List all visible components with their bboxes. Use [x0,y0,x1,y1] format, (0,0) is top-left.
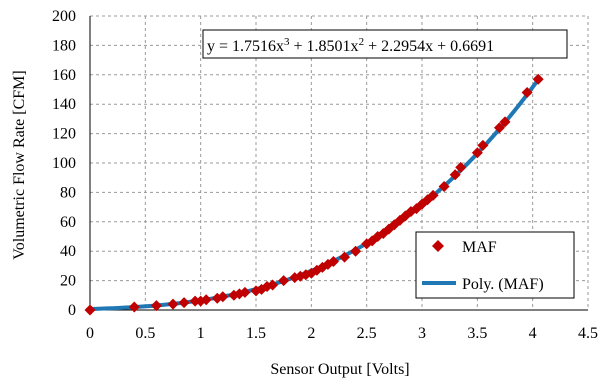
x-tick-label: 2 [307,325,315,342]
x-axis-label: Sensor Output [Volts] [270,361,409,378]
data-point-maf [449,169,461,181]
y-tick-labels: 0 20 40 60 80 100 120 140 160 180 200 [52,8,76,319]
y-tick-label: 160 [52,67,76,84]
data-point-maf [455,161,467,173]
data-point-maf [477,139,489,151]
x-tick-label: 0 [86,325,94,342]
data-point-maf [267,279,279,291]
y-tick-label: 0 [68,302,76,319]
data-point-maf [167,298,179,310]
x-tick-label: 3 [418,325,426,342]
data-point-maf [150,300,162,312]
y-tick-label: 200 [52,8,76,25]
x-tick-label: 0.5 [135,325,155,342]
data-point-maf [493,122,505,134]
data-point-maf [350,245,362,257]
data-point-maf [438,181,450,193]
y-tick-label: 80 [60,184,76,201]
x-tick-label: 4 [529,325,537,342]
data-point-maf [521,86,533,98]
data-point-maf [532,73,544,85]
x-tick-labels: 0 0.5 1 1.5 2 2.5 3 3.5 4 4.5 [86,325,598,342]
data-point-maf [84,304,96,316]
y-tick-label: 180 [52,37,76,54]
x-tick-label: 1 [197,325,205,342]
data-points [84,73,544,316]
data-point-maf [128,301,140,313]
y-axis-label: Volumetric Flow Rate [CFM] [11,70,28,259]
data-point-maf [499,116,511,128]
legend-label-poly: Poly. (MAF) [462,276,544,293]
data-point-maf [217,291,229,303]
y-tick-label: 120 [52,126,76,143]
legend-label-maf: MAF [462,239,497,256]
data-point-maf [471,147,483,159]
x-tick-label: 1.5 [246,325,266,342]
x-tick-label: 2.5 [357,325,377,342]
data-point-maf [178,297,190,309]
svg-text:y = 1.7516x3 + 1.8501x2 + 2.29: y = 1.7516x3 + 1.8501x2 + 2.2954x + 0.66… [207,36,494,55]
y-tick-label: 20 [60,273,76,290]
x-tick-label: 3.5 [467,325,487,342]
data-point-maf [278,275,290,287]
axes [89,16,588,311]
y-tick-label: 100 [52,155,76,172]
data-point-maf [189,295,201,307]
x-tick-label: 4.5 [578,325,598,342]
y-tick-label: 60 [60,214,76,231]
data-point-maf [239,286,251,298]
legend-marker-maf [432,240,444,252]
data-point-maf [327,255,339,267]
equation-box: y = 1.7516x3 + 1.8501x2 + 2.2954x + 0.66… [202,29,568,59]
y-tick-label: 140 [52,96,76,113]
data-point-maf [200,294,212,306]
data-point-maf [427,189,439,201]
y-tick-label: 40 [60,243,76,260]
legend: MAF Poly. (MAF) [415,231,575,299]
data-point-maf [339,251,351,263]
